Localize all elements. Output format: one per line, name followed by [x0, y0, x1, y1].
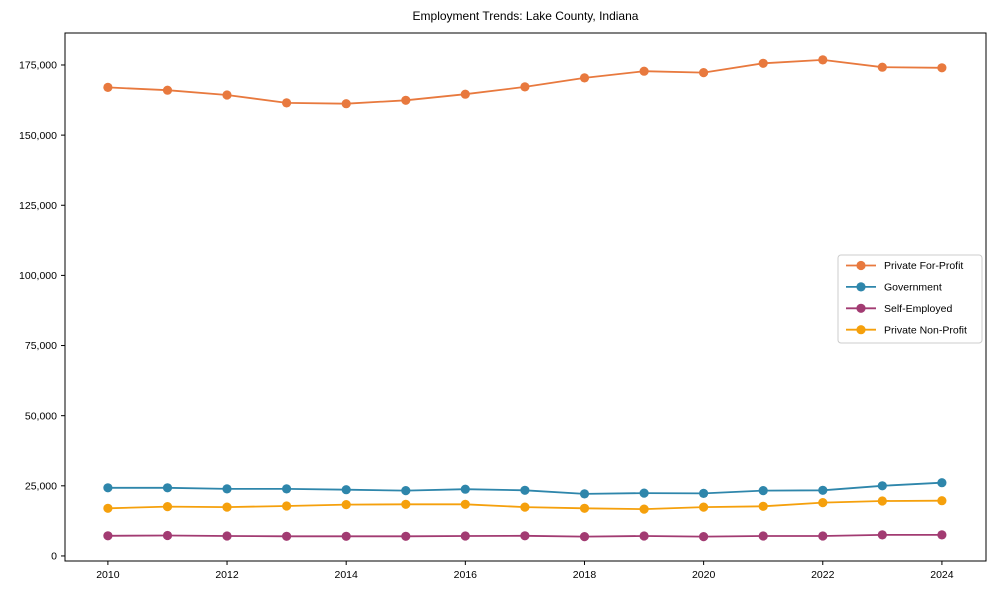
legend-label: Government [884, 282, 942, 294]
y-axis-tick-label: 75,000 [25, 340, 57, 352]
data-point [282, 484, 292, 494]
data-point [579, 489, 590, 499]
y-axis-tick-label: 0 [51, 551, 57, 563]
x-axis-tick-label: 2014 [335, 569, 359, 581]
data-point [460, 499, 470, 509]
data-point [877, 496, 887, 506]
legend-label: Private For-Profit [884, 260, 963, 272]
x-axis-tick-label: 2010 [96, 569, 120, 581]
chart-title: Employment Trends: Lake County, Indiana [412, 9, 639, 23]
data-point [877, 62, 887, 72]
x-axis-tick-label: 2024 [930, 569, 954, 581]
data-point [818, 55, 828, 65]
x-axis-tick-label: 2020 [692, 569, 716, 581]
data-point [937, 530, 947, 540]
data-point [341, 531, 351, 541]
plot-border [64, 32, 987, 562]
data-point [520, 531, 530, 541]
data-point [222, 531, 232, 541]
legend-marker [856, 303, 866, 313]
x-axis-tick-label: 2018 [573, 569, 597, 581]
data-point [460, 484, 470, 494]
data-point [162, 483, 173, 493]
data-point [401, 531, 411, 541]
y-axis-tick-label: 50,000 [25, 410, 57, 422]
data-point [937, 496, 947, 506]
data-point [103, 531, 113, 541]
legend-label: Private Non-Profit [884, 324, 967, 336]
data-point [579, 503, 590, 513]
data-point [639, 488, 649, 498]
data-point [162, 502, 173, 512]
data-point [103, 483, 113, 493]
data-point [877, 530, 887, 540]
data-point [877, 481, 887, 491]
data-point [222, 90, 232, 100]
series-line-private-for-profit [107, 58, 942, 105]
data-point [222, 502, 232, 512]
y-axis-tick-label: 150,000 [19, 130, 57, 142]
data-point [639, 531, 649, 541]
data-point [162, 85, 173, 95]
data-point [818, 485, 828, 495]
data-point [401, 486, 411, 496]
data-point [103, 82, 113, 92]
data-point [758, 531, 768, 541]
data-point [758, 486, 768, 496]
data-point [460, 89, 470, 99]
y-axis-tick-label: 175,000 [19, 60, 57, 72]
y-axis-tick-label: 100,000 [19, 270, 57, 282]
data-point [341, 485, 351, 495]
data-point [758, 58, 768, 68]
data-point [282, 98, 292, 108]
data-point [699, 532, 709, 542]
data-point [401, 499, 411, 509]
data-point [937, 478, 947, 488]
data-point [282, 531, 292, 541]
legend-marker [856, 260, 866, 271]
data-point [937, 63, 947, 73]
data-point [460, 531, 470, 541]
x-axis-tick-label: 2022 [811, 569, 835, 581]
data-point [401, 95, 411, 105]
x-axis-tick-label: 2012 [215, 569, 239, 581]
data-point [162, 530, 173, 541]
data-point [699, 488, 709, 498]
data-point [282, 501, 292, 511]
data-point [579, 73, 590, 83]
legend-box [837, 254, 983, 344]
x-axis-tick-label: 2016 [454, 569, 478, 581]
legend-marker [856, 282, 866, 292]
data-point [699, 502, 709, 512]
legend-marker [856, 325, 866, 335]
data-point [818, 498, 828, 508]
data-point [520, 82, 530, 92]
data-point [341, 99, 351, 109]
data-point [520, 502, 530, 512]
legend-label: Self-Employed [884, 303, 952, 315]
data-point [341, 500, 351, 510]
data-point [103, 503, 113, 513]
data-point [639, 66, 649, 76]
y-axis-tick-label: 125,000 [19, 200, 57, 212]
data-point [222, 484, 232, 494]
data-point [579, 532, 590, 542]
data-point [699, 68, 709, 78]
y-axis-tick-label: 25,000 [25, 481, 57, 493]
data-point [520, 485, 530, 495]
data-point [818, 531, 828, 541]
data-point [758, 501, 768, 511]
data-point [639, 504, 649, 514]
